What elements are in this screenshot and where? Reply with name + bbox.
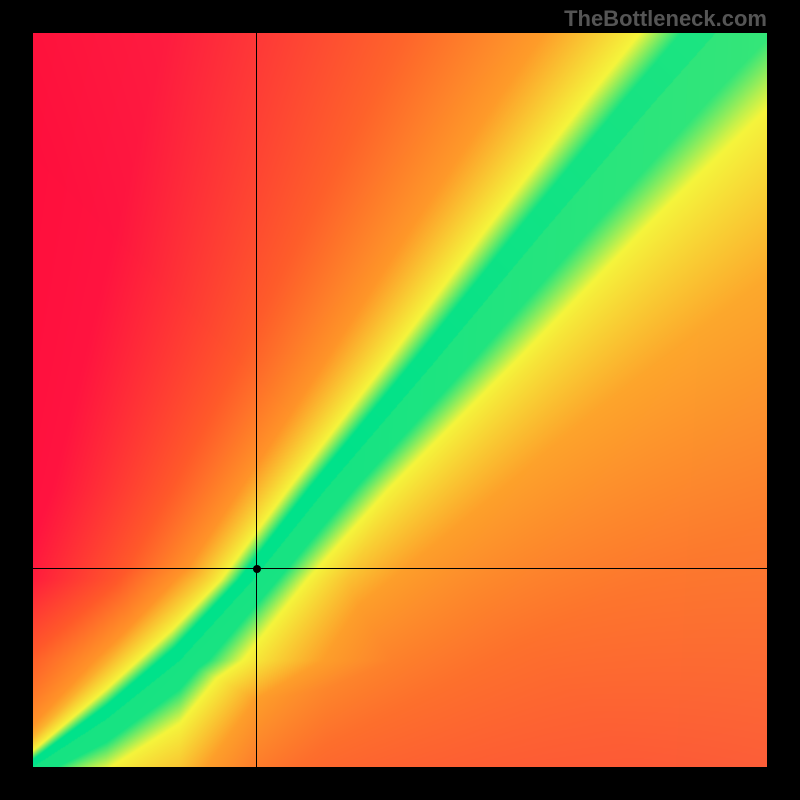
crosshair-marker [253,565,261,573]
chart-container: TheBottleneck.com [0,0,800,800]
watermark-text: TheBottleneck.com [564,6,767,32]
heatmap-canvas [33,33,767,767]
crosshair-horizontal [33,568,767,569]
crosshair-vertical [256,33,257,767]
